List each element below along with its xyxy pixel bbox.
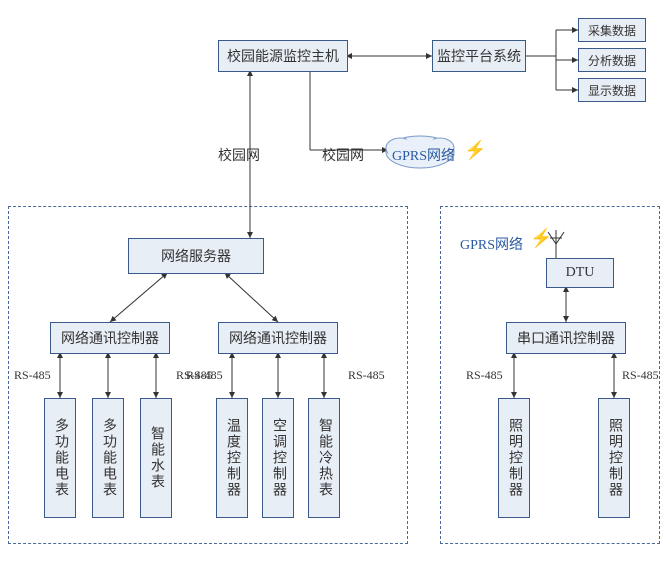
node-label: 采集数据 (588, 22, 636, 39)
node-meter2: 多功能电表 (92, 398, 124, 518)
node-coldheat: 智能冷热表 (308, 398, 340, 518)
node-platform: 监控平台系统 (432, 40, 526, 72)
label-rs6: RS-485 (622, 368, 659, 383)
node-label: DTU (566, 265, 595, 281)
label-gprs2: GPRS网络 (460, 234, 523, 254)
label-rs-n2a: RS-485 (186, 368, 223, 383)
node-watermeter: 智能水表 (140, 398, 172, 518)
node-label: 多功能电表 (50, 418, 70, 498)
node-label: 校园能源监控主机 (227, 46, 339, 66)
node-label: 照明控制器 (604, 418, 624, 498)
node-label: 智能水表 (146, 426, 166, 490)
lightning-icon: ⚡ (530, 228, 552, 249)
node-meter1: 多功能电表 (44, 398, 76, 518)
label-rs5: RS-485 (466, 368, 503, 383)
node-label: 分析数据 (588, 52, 636, 69)
node-label: 监控平台系统 (437, 46, 521, 66)
label-rs4: RS-485 (348, 368, 385, 383)
node-label: 温度控制器 (222, 418, 242, 498)
node-collect: 采集数据 (578, 18, 646, 42)
node-label: 网络服务器 (161, 246, 231, 266)
node-light1: 照明控制器 (498, 398, 530, 518)
node-host: 校园能源监控主机 (218, 40, 348, 72)
node-dtu: DTU (546, 258, 614, 288)
node-label: 照明控制器 (504, 418, 524, 498)
diagram-canvas: 校园能源监控主机 监控平台系统 采集数据 分析数据 显示数据 网络服务器 DTU… (0, 0, 672, 570)
label-gprs1: GPRS网络 (392, 145, 455, 165)
node-netctrl1: 网络通讯控制器 (50, 322, 170, 354)
node-netserver: 网络服务器 (128, 238, 264, 274)
node-tempctrl: 温度控制器 (216, 398, 248, 518)
node-label: 网络通讯控制器 (229, 328, 327, 348)
node-label: 网络通讯控制器 (61, 328, 159, 348)
node-netctrl2: 网络通讯控制器 (218, 322, 338, 354)
label-campus2: 校园网 (322, 145, 364, 165)
node-analyze: 分析数据 (578, 48, 646, 72)
node-serialctrl: 串口通讯控制器 (506, 322, 626, 354)
node-light2: 照明控制器 (598, 398, 630, 518)
lightning-icon: ⚡ (464, 140, 486, 161)
node-acctrl: 空调控制器 (262, 398, 294, 518)
node-label: 串口通讯控制器 (517, 328, 615, 348)
node-label: 空调控制器 (268, 418, 288, 498)
label-rs1: RS-485 (14, 368, 51, 383)
node-label: 多功能电表 (98, 418, 118, 498)
node-display: 显示数据 (578, 78, 646, 102)
label-campus1: 校园网 (218, 145, 260, 165)
node-label: 智能冷热表 (314, 418, 334, 498)
node-label: 显示数据 (588, 82, 636, 99)
